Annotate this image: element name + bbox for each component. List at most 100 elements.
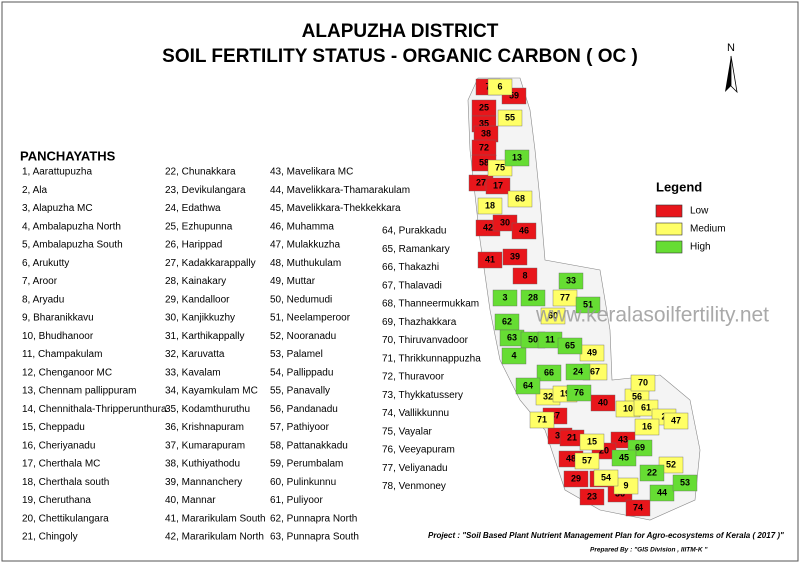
panchayath-name: 42, Mararikulam North (165, 532, 264, 543)
panchayath-name: 63, Punnapra South (270, 532, 359, 543)
panchayath-name: 9, Bharanikkavu (22, 313, 94, 324)
north-label: N (727, 42, 735, 54)
region-label: 41 (485, 254, 495, 264)
region-label: 35 (479, 118, 489, 128)
panchayath-name: 12, Chenganoor MC (22, 367, 112, 378)
north-arrow: N (725, 42, 738, 94)
panchayath-name: 24, Edathwa (165, 203, 221, 214)
panchayath-name: 72, Thuravoor (382, 372, 445, 383)
panchayath-name: 74, Vallikkunnu (382, 408, 449, 419)
region-label: 27 (476, 177, 486, 187)
panchayath-name: 38, Kuthiyathodu (165, 459, 240, 470)
arrow-half (725, 56, 731, 92)
region-label: 60 (548, 310, 558, 320)
panchayath-name: 52, Nooranadu (270, 331, 336, 342)
panchayath-name: 4, Ambalapuzha North (22, 221, 121, 232)
region-label: 53 (680, 477, 690, 487)
region-label: 32 (543, 391, 553, 401)
panchayath-name: 34, Kayamkulam MC (165, 386, 258, 397)
region-label: 23 (587, 491, 597, 501)
region-label: 61 (641, 402, 651, 412)
region-cell (639, 464, 665, 482)
panchayath-name: 50, Nedumudi (270, 294, 332, 305)
region-label: 70 (638, 377, 648, 387)
panchayath-name: 56, Pandanadu (270, 404, 338, 415)
panchayath-name: 51, Neelamperoor (270, 313, 351, 324)
region-cell (672, 474, 698, 492)
region-cell (492, 289, 518, 307)
region-cell (497, 109, 523, 127)
region-label: 48 (566, 453, 576, 463)
panchayath-name: 35, Kodamthuruthu (165, 404, 250, 415)
region-label: 21 (567, 432, 577, 442)
region-label: 10 (623, 403, 633, 413)
panchayath-name: 45, Mavelikkara-Thekkekkara (270, 203, 401, 214)
panchayath-name: 16, Cheriyanadu (22, 440, 95, 451)
panchayath-name: 44, Mavelikkara-Thamarakulam (270, 185, 410, 196)
panchayath-name: 77, Veliyanadu (382, 463, 448, 474)
region-cell (512, 267, 538, 285)
region-cell (630, 374, 656, 392)
region-cell (557, 337, 583, 355)
region-cell (529, 411, 555, 429)
legend-label: Medium (690, 224, 726, 235)
region-label: 42 (483, 222, 493, 232)
region-cell (663, 412, 689, 430)
panchayath-name: 62, Punnapra North (270, 513, 357, 524)
panchayath-name: 18, Cherthala south (22, 477, 109, 488)
region-label: 6 (497, 81, 502, 91)
region-cell (566, 384, 592, 402)
region-cell (565, 363, 591, 381)
panchayath-name: 58, Pattanakkadu (270, 440, 348, 451)
region-label: 58 (479, 157, 489, 167)
panchayath-name: 59, Perumbalam (270, 459, 343, 470)
legend-title: Legend (656, 179, 702, 194)
region-label: 50 (528, 334, 538, 344)
region-label: 63 (507, 332, 517, 342)
panchayath-name: 26, Harippad (165, 240, 222, 251)
panchayath-name: 7, Aroor (22, 276, 58, 287)
region-label: 40 (598, 397, 608, 407)
region-cell (485, 177, 511, 195)
region-label: 38 (481, 128, 491, 138)
panchayath-name: 20, Chettikulangara (22, 513, 109, 524)
panchayath-name: 23, Devikulangara (165, 185, 246, 196)
panchayath-name: 49, Muttar (270, 276, 316, 287)
legend-swatch (655, 240, 683, 254)
region-label: 15 (587, 436, 597, 446)
region-label: 33 (566, 275, 576, 285)
panchayath-name: 29, Kandalloor (165, 294, 230, 305)
panchayath-name: 70, Thiruvanvadoor (382, 335, 469, 346)
panchayath-name: 40, Mannar (165, 495, 216, 506)
panchayath-name: 1, Aarattupuzha (22, 167, 92, 178)
region-label: 75 (495, 162, 505, 172)
panchayath-name: 78, Venmoney (382, 481, 446, 492)
region-cell (611, 449, 637, 467)
arrow-half (730, 55, 738, 94)
region-label: 29 (571, 473, 581, 483)
region-label: 43 (618, 434, 628, 444)
region-cell (575, 296, 601, 314)
panchayath-name: 47, Mulakkuzha (270, 240, 340, 251)
region-cell (502, 248, 528, 266)
region-label: 44 (657, 487, 667, 497)
legend-swatch (655, 204, 683, 218)
region-label: 72 (479, 142, 489, 152)
panchayath-name: 73, Thykkatussery (382, 390, 463, 401)
prepared-by: Prepared By : "GIS Division , IIITM-K " (590, 547, 708, 554)
panchayath-name: 36, Krishnapuram (165, 422, 244, 433)
region-label: 9 (623, 480, 628, 490)
region-label: 11 (545, 334, 555, 344)
region-cell (590, 394, 616, 412)
panchayath-name: 14, Chennithala-Thripperunthura (22, 404, 167, 415)
region-cell (511, 222, 537, 240)
legend-label: High (690, 242, 711, 253)
region-label: 59 (509, 90, 519, 100)
panchayath-name: 53, Palamel (270, 349, 323, 360)
region-label: 30 (500, 217, 510, 227)
region-cell (477, 197, 503, 215)
panchayath-name: 61, Puliyoor (270, 495, 323, 506)
region-label: 8 (522, 270, 527, 280)
